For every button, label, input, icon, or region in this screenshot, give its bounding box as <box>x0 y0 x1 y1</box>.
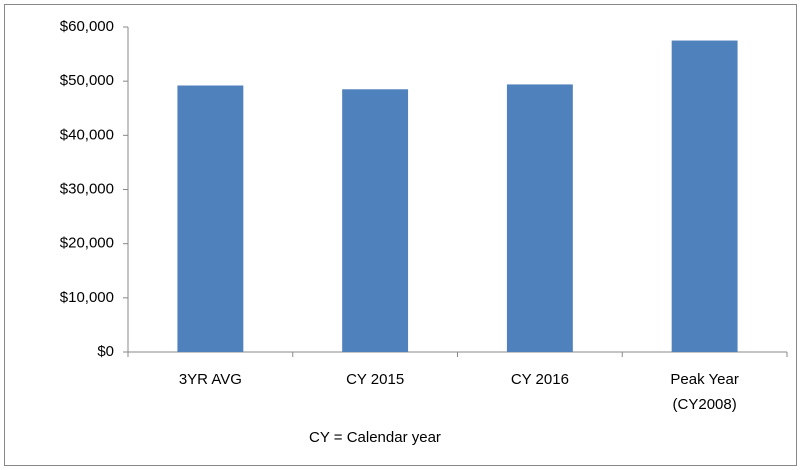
x-tick-label: CY 2015 <box>346 371 405 388</box>
bar <box>342 89 409 353</box>
x-tick-label: 3YR AVG <box>178 371 242 388</box>
bar <box>671 40 738 353</box>
bar <box>177 85 244 352</box>
y-tick-label: $40,000 <box>60 126 114 143</box>
y-tick-label: $60,000 <box>60 18 114 35</box>
annotation: CY = Calendar year <box>309 429 441 446</box>
x-tick-label: CY 2016 <box>510 371 569 388</box>
x-tick-label: Peak Year (CY2008) <box>670 371 739 413</box>
y-tick-label: $0 <box>97 343 114 360</box>
y-tick-label: $10,000 <box>60 289 114 306</box>
y-tick-label: $30,000 <box>60 180 114 197</box>
y-tick-label: $20,000 <box>60 235 114 252</box>
bar <box>506 84 573 353</box>
y-tick-label: $50,000 <box>60 72 114 89</box>
